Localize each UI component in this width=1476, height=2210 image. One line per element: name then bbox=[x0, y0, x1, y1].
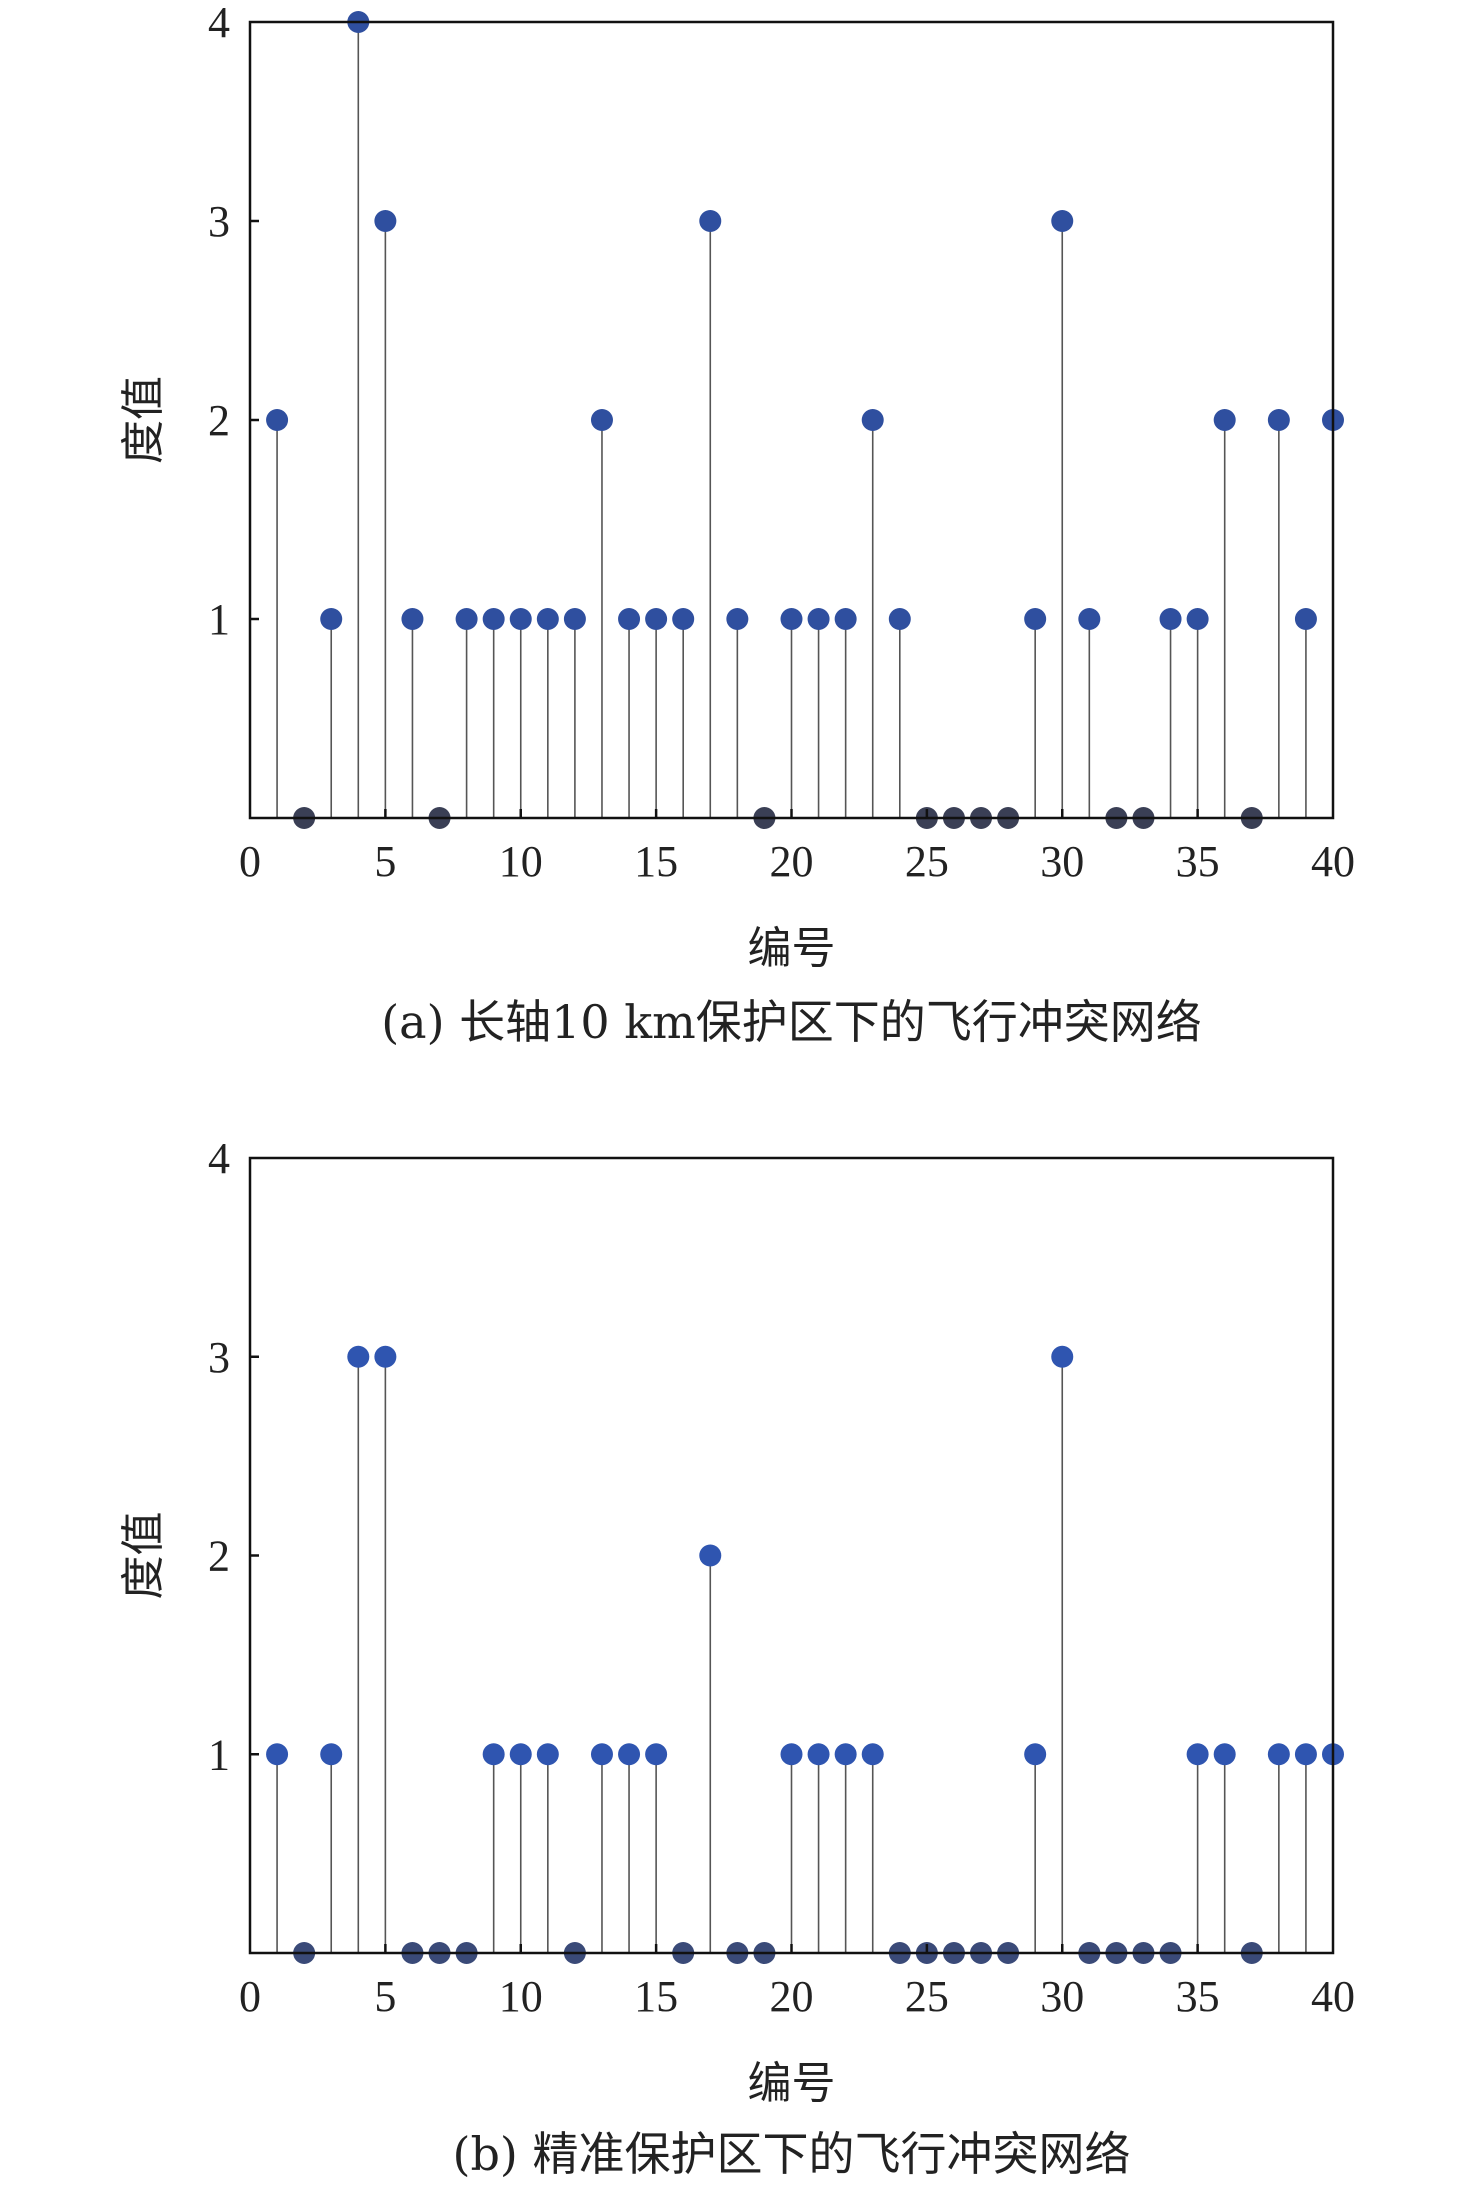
x-tick-label: 5 bbox=[374, 837, 396, 886]
data-point-11 bbox=[536, 1743, 559, 1766]
data-point-35 bbox=[1186, 1743, 1209, 1766]
y-tick-label: 1 bbox=[208, 595, 230, 644]
x-tick-label: 20 bbox=[770, 837, 814, 886]
data-point-13 bbox=[590, 409, 613, 431]
data-point-21 bbox=[807, 1743, 830, 1766]
data-point-4 bbox=[347, 1345, 370, 1368]
data-point-17 bbox=[699, 210, 722, 232]
data-point-1 bbox=[266, 1743, 289, 1766]
data-point-1 bbox=[266, 409, 289, 431]
data-point-3 bbox=[320, 1743, 343, 1766]
data-point-29 bbox=[1024, 1743, 1047, 1766]
y-tick-label: 4 bbox=[208, 1134, 230, 1183]
data-point-38 bbox=[1267, 409, 1290, 431]
data-point-13 bbox=[590, 1743, 613, 1766]
data-point-9 bbox=[482, 608, 505, 630]
data-point-22 bbox=[834, 608, 857, 630]
data-point-5 bbox=[374, 1345, 397, 1368]
data-point-12 bbox=[563, 608, 586, 630]
data-point-9 bbox=[482, 1743, 505, 1766]
data-point-6 bbox=[401, 608, 424, 630]
data-point-21 bbox=[807, 608, 830, 630]
y-axis-label: 度值 bbox=[118, 376, 169, 464]
data-point-15 bbox=[645, 608, 668, 630]
y-tick-label: 2 bbox=[208, 396, 230, 445]
x-tick-label: 10 bbox=[499, 1972, 543, 2021]
chart-caption: (b) 精准保护区下的飞行冲突网络 bbox=[453, 2127, 1131, 2181]
data-point-11 bbox=[536, 608, 559, 630]
data-point-23 bbox=[861, 409, 884, 431]
x-tick-label: 30 bbox=[1040, 1972, 1084, 2021]
data-point-24 bbox=[888, 608, 911, 630]
data-point-8 bbox=[455, 608, 478, 630]
x-axis-label: 编号 bbox=[748, 2058, 836, 2109]
data-point-29 bbox=[1024, 608, 1047, 630]
x-tick-label: 15 bbox=[634, 837, 678, 886]
x-tick-label: 20 bbox=[770, 1972, 814, 2021]
y-tick-label: 3 bbox=[208, 197, 230, 246]
data-point-23 bbox=[861, 1743, 884, 1766]
x-tick-label: 15 bbox=[634, 1972, 678, 2021]
x-tick-label: 25 bbox=[905, 837, 949, 886]
y-axis-label: 度值 bbox=[118, 1512, 169, 1600]
data-point-14 bbox=[618, 608, 641, 630]
data-point-39 bbox=[1294, 1743, 1317, 1766]
x-tick-label: 10 bbox=[499, 837, 543, 886]
data-point-22 bbox=[834, 1743, 857, 1766]
x-axis-label: 编号 bbox=[748, 923, 836, 974]
data-point-36 bbox=[1213, 409, 1236, 431]
data-point-20 bbox=[780, 1743, 803, 1766]
data-point-30 bbox=[1051, 1345, 1074, 1368]
y-tick-label: 4 bbox=[208, 0, 230, 47]
x-tick-label: 40 bbox=[1311, 837, 1355, 886]
y-tick-label: 1 bbox=[208, 1730, 230, 1779]
x-tick-label: 5 bbox=[374, 1972, 396, 2021]
data-point-35 bbox=[1186, 608, 1209, 630]
data-point-30 bbox=[1051, 210, 1074, 232]
x-tick-label: 0 bbox=[239, 837, 261, 886]
data-point-17 bbox=[699, 1544, 722, 1567]
x-tick-label: 0 bbox=[239, 1972, 261, 2021]
data-point-10 bbox=[509, 1743, 532, 1766]
chart-caption: (a) 长轴10 km保护区下的飞行冲突网络 bbox=[381, 995, 1202, 1049]
x-tick-label: 35 bbox=[1176, 1972, 1220, 2021]
data-point-18 bbox=[726, 608, 749, 630]
data-point-5 bbox=[374, 210, 397, 232]
data-point-34 bbox=[1159, 608, 1182, 630]
data-point-20 bbox=[780, 608, 803, 630]
x-tick-label: 30 bbox=[1040, 837, 1084, 886]
x-tick-label: 25 bbox=[905, 1972, 949, 2021]
data-point-31 bbox=[1078, 608, 1101, 630]
y-tick-label: 2 bbox=[208, 1532, 230, 1581]
x-tick-label: 35 bbox=[1176, 837, 1220, 886]
data-point-38 bbox=[1267, 1743, 1290, 1766]
data-point-16 bbox=[672, 608, 695, 630]
data-point-36 bbox=[1213, 1743, 1236, 1766]
data-point-10 bbox=[509, 608, 532, 630]
data-point-15 bbox=[645, 1743, 668, 1766]
y-tick-label: 3 bbox=[208, 1333, 230, 1382]
x-tick-label: 40 bbox=[1311, 1972, 1355, 2021]
data-point-14 bbox=[618, 1743, 641, 1766]
data-point-3 bbox=[320, 608, 343, 630]
data-point-39 bbox=[1294, 608, 1317, 630]
